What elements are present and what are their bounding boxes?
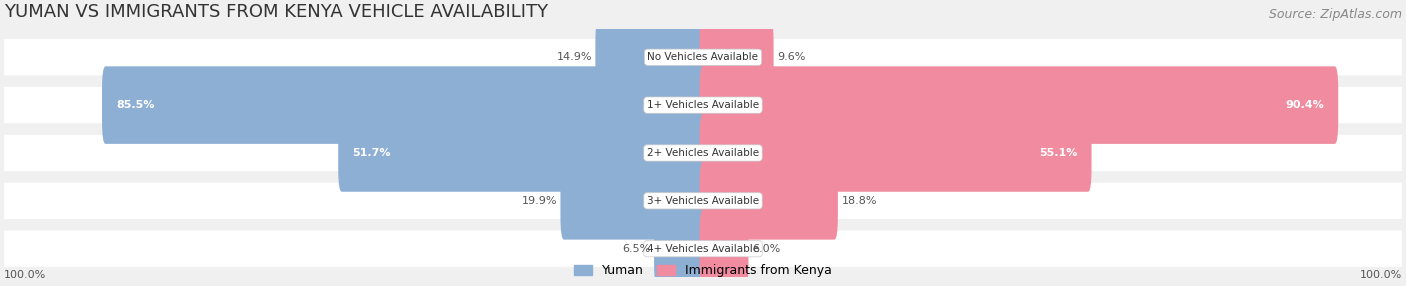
Text: 18.8%: 18.8%: [841, 196, 877, 206]
FancyBboxPatch shape: [103, 66, 706, 144]
Text: 14.9%: 14.9%: [557, 52, 592, 62]
Text: 90.4%: 90.4%: [1285, 100, 1324, 110]
Text: 3+ Vehicles Available: 3+ Vehicles Available: [647, 196, 759, 206]
Text: 6.0%: 6.0%: [752, 244, 780, 254]
FancyBboxPatch shape: [700, 66, 1339, 144]
Text: 1+ Vehicles Available: 1+ Vehicles Available: [647, 100, 759, 110]
Text: 4+ Vehicles Available: 4+ Vehicles Available: [647, 244, 759, 254]
Text: Source: ZipAtlas.com: Source: ZipAtlas.com: [1268, 8, 1402, 21]
Text: 100.0%: 100.0%: [4, 270, 46, 280]
FancyBboxPatch shape: [4, 135, 1402, 171]
FancyBboxPatch shape: [4, 231, 1402, 267]
Text: 51.7%: 51.7%: [352, 148, 391, 158]
Legend: Yuman, Immigrants from Kenya: Yuman, Immigrants from Kenya: [568, 259, 838, 282]
Text: YUMAN VS IMMIGRANTS FROM KENYA VEHICLE AVAILABILITY: YUMAN VS IMMIGRANTS FROM KENYA VEHICLE A…: [4, 3, 548, 21]
Text: 9.6%: 9.6%: [778, 52, 806, 62]
FancyBboxPatch shape: [700, 114, 1091, 192]
Text: 6.5%: 6.5%: [623, 244, 651, 254]
FancyBboxPatch shape: [654, 210, 706, 286]
FancyBboxPatch shape: [4, 39, 1402, 76]
Text: No Vehicles Available: No Vehicles Available: [648, 52, 758, 62]
FancyBboxPatch shape: [700, 210, 748, 286]
FancyBboxPatch shape: [561, 162, 706, 240]
FancyBboxPatch shape: [595, 19, 706, 96]
FancyBboxPatch shape: [4, 87, 1402, 123]
Text: 85.5%: 85.5%: [115, 100, 155, 110]
FancyBboxPatch shape: [339, 114, 706, 192]
Text: 2+ Vehicles Available: 2+ Vehicles Available: [647, 148, 759, 158]
Text: 55.1%: 55.1%: [1039, 148, 1077, 158]
FancyBboxPatch shape: [700, 19, 773, 96]
Text: 19.9%: 19.9%: [522, 196, 557, 206]
Text: 100.0%: 100.0%: [1360, 270, 1402, 280]
FancyBboxPatch shape: [700, 162, 838, 240]
FancyBboxPatch shape: [4, 183, 1402, 219]
